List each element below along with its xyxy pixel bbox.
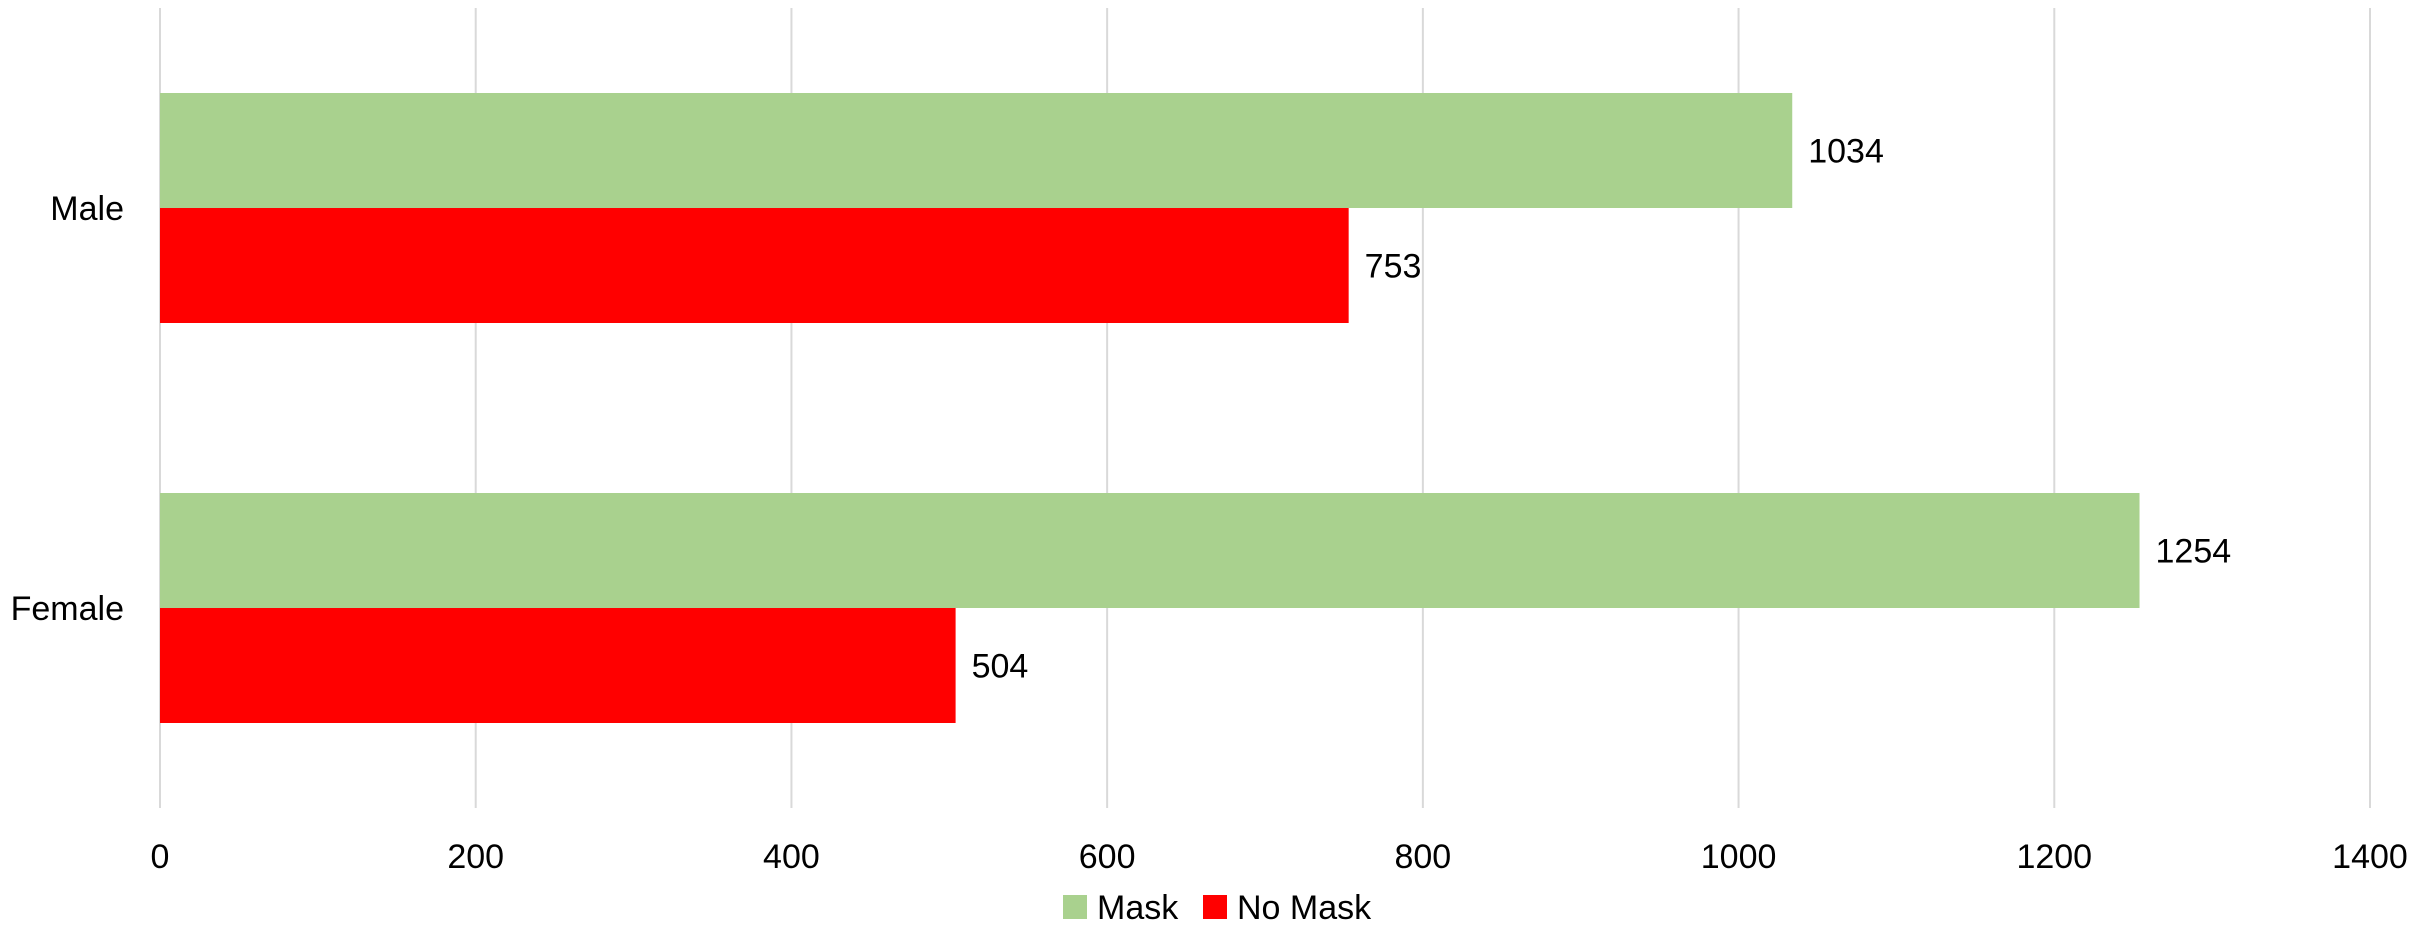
data-label: 753: [1365, 248, 1422, 286]
data-label: 1034: [1808, 133, 1884, 171]
data-label: 1254: [2156, 533, 2232, 571]
category-labels: Male Female: [11, 190, 124, 628]
x-tick-label: 0: [151, 838, 170, 876]
x-tick-label: 1200: [2016, 838, 2092, 876]
category-label: Female: [11, 590, 124, 628]
legend-swatch: [1203, 895, 1227, 919]
x-tick-label: 1000: [1701, 838, 1777, 876]
legend: Mask No Mask: [1063, 889, 1372, 927]
legend-swatch: [1063, 895, 1087, 919]
data-labels: 1034 753 1254 504: [972, 133, 2232, 686]
bar-mask: [160, 493, 2140, 608]
legend-label: No Mask: [1237, 889, 1372, 927]
x-tick-label: 800: [1394, 838, 1451, 876]
x-axis-tick-labels: 0 200 400 600 800 1000 1200 1400: [151, 838, 2408, 876]
bars: [160, 93, 2140, 723]
x-tick-label: 1400: [2332, 838, 2408, 876]
bar-no-mask: [160, 608, 956, 723]
bar-no-mask: [160, 208, 1349, 323]
legend-label: Mask: [1097, 889, 1179, 927]
x-tick-label: 600: [1079, 838, 1136, 876]
bar-mask: [160, 93, 1793, 208]
category-label: Male: [50, 190, 124, 228]
x-tick-label: 400: [763, 838, 820, 876]
x-tick-label: 200: [447, 838, 504, 876]
data-label: 504: [972, 648, 1029, 686]
